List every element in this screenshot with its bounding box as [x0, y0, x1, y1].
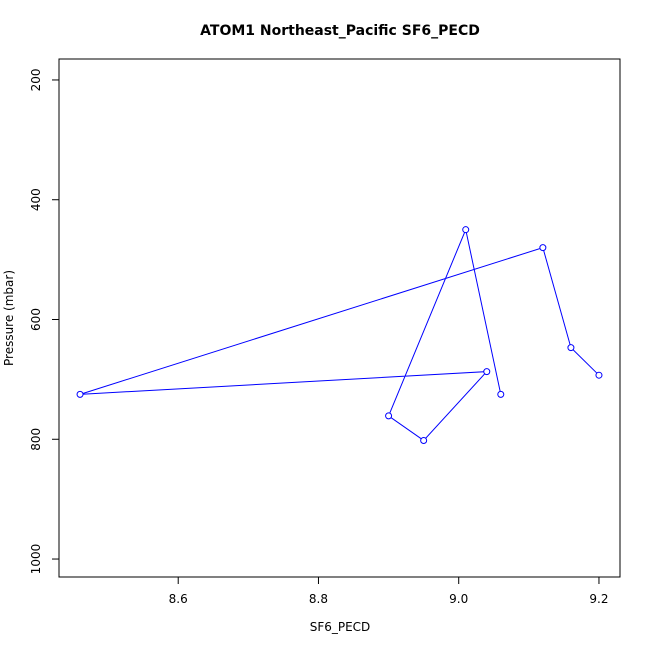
y-axis-label: Pressure (mbar)	[2, 270, 16, 366]
series-line	[79, 227, 600, 442]
data-point	[483, 368, 491, 376]
data-point	[567, 344, 575, 352]
x-tick-label: 9.2	[589, 592, 608, 606]
data-point	[76, 390, 84, 398]
plot-frame	[58, 58, 621, 578]
y-tick-label: 1000	[29, 544, 43, 575]
series-layer	[76, 226, 603, 444]
chart-title: ATOM1 Northeast_Pacific SF6_PECD	[200, 23, 480, 39]
y-axis: 200 400 600 800 1000	[29, 69, 60, 575]
x-axis-label: SF6_PECD	[310, 620, 371, 634]
x-axis: 8.6 8.8 9.0 9.2	[169, 576, 609, 606]
y-tick-label: 400	[29, 188, 43, 211]
x-tick-label: 9.0	[449, 592, 468, 606]
y-tick-label: 200	[29, 69, 43, 92]
y-tick-label: 600	[29, 308, 43, 331]
data-point	[385, 412, 393, 420]
data-point	[497, 390, 505, 398]
data-point	[420, 436, 428, 444]
y-tick-label: 800	[29, 428, 43, 451]
x-tick-label: 8.6	[169, 592, 188, 606]
x-tick-label: 8.8	[309, 592, 328, 606]
data-point	[462, 226, 470, 234]
data-point	[539, 244, 547, 252]
data-point	[595, 371, 603, 379]
